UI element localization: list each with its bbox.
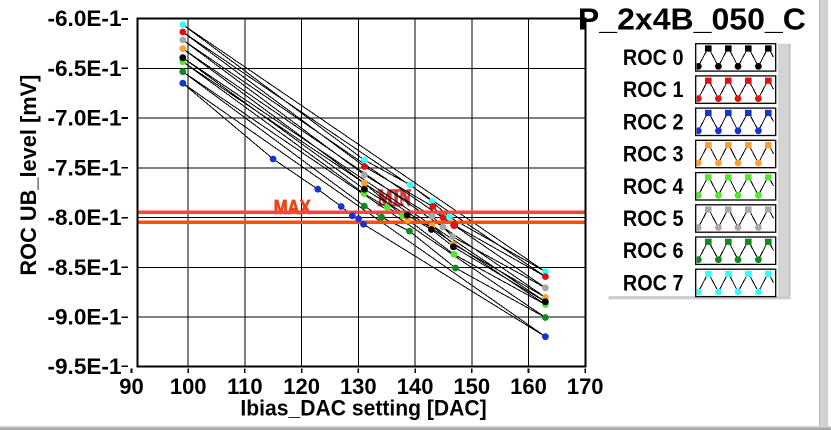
svg-text:ROC 2: ROC 2 — [623, 109, 684, 134]
svg-text:-7.5E-1: -7.5E-1 — [48, 155, 122, 180]
svg-text:-9.5E-1: -9.5E-1 — [48, 354, 122, 379]
svg-text:ROC 6: ROC 6 — [623, 238, 684, 263]
svg-text:ROC 7: ROC 7 — [623, 270, 684, 295]
svg-text:-8.5E-1: -8.5E-1 — [48, 255, 122, 280]
svg-text:ROC 0: ROC 0 — [623, 45, 684, 70]
svg-text:-7.0E-1: -7.0E-1 — [48, 106, 122, 131]
svg-text:-9.0E-1: -9.0E-1 — [48, 305, 122, 330]
svg-text:130: 130 — [340, 374, 377, 399]
svg-text:P_2x4B_050_C: P_2x4B_050_C — [578, 2, 806, 37]
svg-text:150: 150 — [453, 374, 490, 399]
svg-text:140: 140 — [397, 374, 434, 399]
svg-text:160: 160 — [510, 374, 547, 399]
svg-text:Ibias_DAC setting [DAC]: Ibias_DAC setting [DAC] — [240, 396, 486, 421]
svg-text:170: 170 — [567, 374, 604, 399]
svg-text:ROC 1: ROC 1 — [623, 77, 684, 102]
svg-text:-8.0E-1: -8.0E-1 — [48, 205, 122, 230]
svg-text:110: 110 — [227, 374, 263, 399]
svg-text:ROC 3: ROC 3 — [623, 142, 684, 167]
svg-text:100: 100 — [170, 374, 207, 399]
svg-text:-6.5E-1: -6.5E-1 — [48, 56, 122, 81]
svg-text:90: 90 — [119, 374, 143, 399]
svg-text:ROC 4: ROC 4 — [623, 174, 684, 199]
svg-text:-6.0E-1: -6.0E-1 — [48, 6, 122, 31]
svg-text:120: 120 — [283, 374, 320, 399]
svg-text:ROC UB_level [mV]: ROC UB_level [mV] — [16, 75, 41, 276]
svg-text:MAX: MAX — [274, 197, 312, 219]
svg-text:ROC 5: ROC 5 — [623, 206, 684, 231]
